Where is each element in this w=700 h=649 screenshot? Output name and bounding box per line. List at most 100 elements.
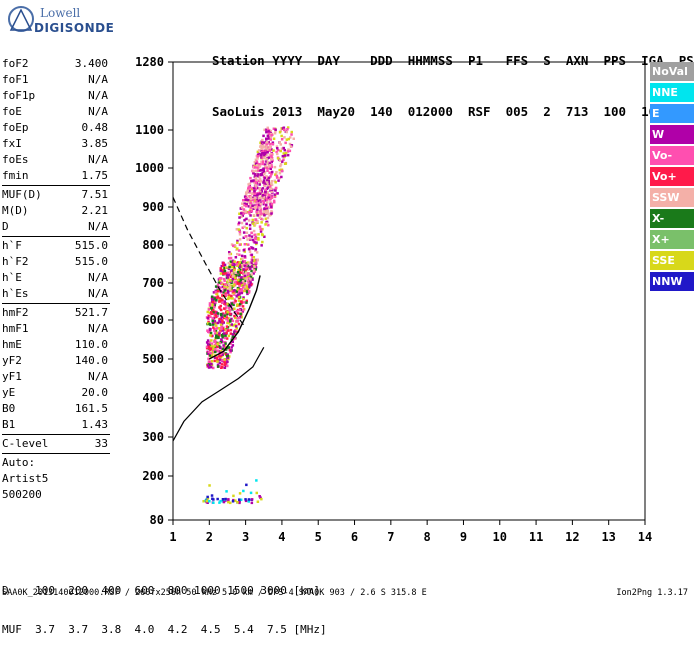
echo-point bbox=[245, 263, 248, 266]
parameter-row: yE 20.0 bbox=[2, 385, 164, 401]
echo-point bbox=[262, 181, 265, 184]
echo-point bbox=[212, 303, 216, 307]
echo-point bbox=[266, 134, 270, 138]
echo-point bbox=[208, 311, 212, 314]
parameter-name: foE bbox=[2, 105, 22, 118]
echo-point bbox=[222, 291, 225, 294]
echo-point bbox=[262, 202, 266, 206]
parameter-divider bbox=[2, 185, 110, 186]
echo-point bbox=[257, 233, 260, 236]
echo-point bbox=[250, 253, 254, 257]
echo-point bbox=[254, 158, 258, 161]
parameter-divider bbox=[2, 434, 110, 435]
echo-point bbox=[262, 179, 266, 182]
echo-point bbox=[265, 166, 268, 170]
echo-point bbox=[247, 498, 251, 501]
echo-point bbox=[267, 196, 271, 199]
echo-point bbox=[227, 346, 230, 349]
echo-point bbox=[209, 360, 212, 364]
echo-point bbox=[252, 179, 255, 182]
echo-point bbox=[210, 342, 214, 345]
y-tick-label: 200 bbox=[142, 469, 164, 483]
echo-point bbox=[245, 301, 248, 304]
echo-point bbox=[219, 304, 222, 308]
echo-point bbox=[223, 366, 227, 369]
muf-d-value: 1500 bbox=[220, 584, 254, 597]
echo-point bbox=[210, 362, 213, 366]
echo-point bbox=[259, 180, 263, 183]
echo-point bbox=[250, 283, 253, 286]
echo-point bbox=[219, 352, 223, 356]
parameter-value: 33 bbox=[94, 437, 108, 450]
echo-point bbox=[238, 308, 241, 312]
echo-point bbox=[248, 186, 252, 189]
echo-point bbox=[253, 241, 256, 244]
header-values-row: SaoLuis 2013 May20 140 012000 RSF 005 2 … bbox=[212, 103, 700, 120]
echo-point bbox=[208, 500, 211, 503]
echo-point bbox=[248, 223, 252, 227]
echo-point bbox=[223, 266, 226, 270]
echo-point bbox=[229, 256, 233, 260]
muf-value: 4.5 bbox=[187, 623, 221, 636]
echo-point bbox=[242, 279, 245, 283]
parameter-value: 515.0 bbox=[74, 239, 108, 252]
echo-point bbox=[243, 202, 246, 205]
echo-point bbox=[218, 334, 221, 337]
echo-point bbox=[255, 200, 258, 203]
echo-point bbox=[236, 239, 239, 243]
echo-point bbox=[255, 178, 258, 182]
parameter-row: foF1 N/A bbox=[2, 72, 164, 88]
echo-point bbox=[249, 267, 252, 270]
echo-point bbox=[216, 335, 220, 339]
echo-point bbox=[278, 159, 282, 162]
echo-point bbox=[213, 332, 217, 335]
echo-point bbox=[256, 193, 259, 196]
echo-point bbox=[212, 308, 215, 312]
echo-point bbox=[211, 303, 214, 307]
parameter-name: C-level bbox=[2, 437, 49, 450]
echo-point bbox=[225, 293, 228, 296]
echo-point bbox=[210, 360, 214, 363]
echo-point bbox=[219, 346, 222, 349]
echo-point bbox=[237, 299, 241, 302]
echo-point bbox=[240, 289, 243, 292]
echo-point bbox=[253, 224, 256, 227]
echo-point bbox=[263, 207, 266, 210]
echo-point bbox=[261, 218, 264, 221]
echo-point bbox=[251, 222, 255, 225]
echo-point bbox=[246, 198, 250, 202]
echo-point bbox=[220, 354, 224, 358]
echo-point bbox=[254, 169, 258, 172]
echo-point bbox=[257, 191, 261, 195]
echo-point bbox=[265, 207, 269, 210]
echo-point bbox=[235, 272, 239, 276]
echo-point bbox=[248, 250, 252, 253]
echo-point bbox=[209, 347, 213, 350]
echo-point bbox=[248, 283, 251, 286]
echo-point bbox=[235, 263, 238, 266]
echo-point bbox=[238, 291, 242, 295]
echo-point bbox=[247, 211, 251, 214]
echo-point bbox=[242, 249, 246, 252]
muf-d-value: 800 bbox=[154, 584, 188, 597]
parameter-name: foF1 bbox=[2, 73, 29, 86]
echo-point bbox=[250, 231, 253, 235]
parameter-value: N/A bbox=[88, 322, 108, 335]
echo-point bbox=[260, 152, 264, 155]
x-tick-label: 11 bbox=[529, 530, 543, 544]
echo-point bbox=[219, 323, 223, 326]
echo-point bbox=[265, 220, 268, 224]
echo-point bbox=[226, 302, 229, 306]
y-tick-label: 80 bbox=[150, 513, 164, 527]
echo-point bbox=[272, 199, 276, 203]
echo-point bbox=[265, 198, 269, 201]
echo-point bbox=[290, 144, 294, 147]
echo-point bbox=[215, 324, 218, 327]
parameter-divider bbox=[2, 236, 110, 237]
echo-point bbox=[245, 204, 248, 208]
echo-point bbox=[216, 326, 219, 330]
echo-point bbox=[258, 203, 261, 207]
echo-point bbox=[235, 304, 239, 308]
echo-point bbox=[237, 221, 241, 224]
echo-point bbox=[227, 295, 231, 299]
